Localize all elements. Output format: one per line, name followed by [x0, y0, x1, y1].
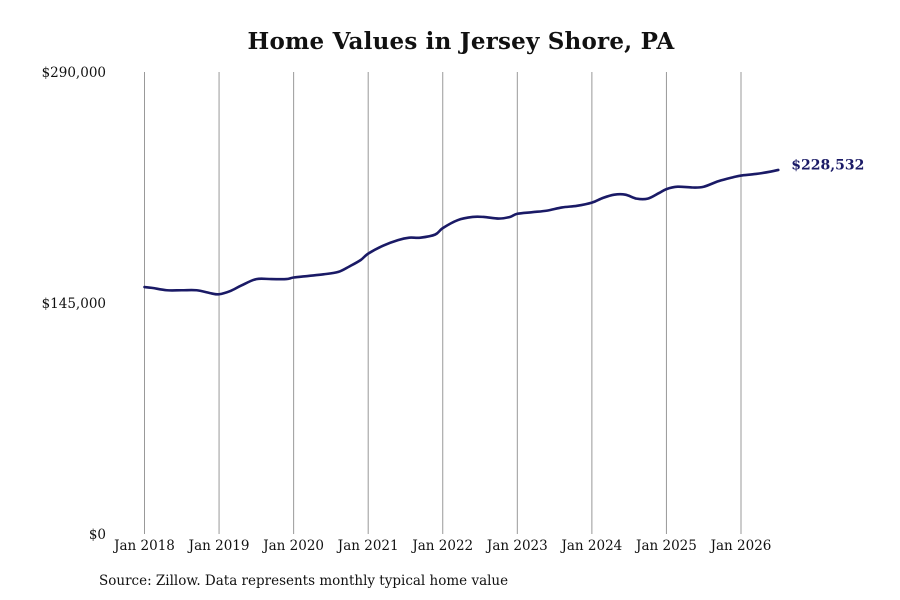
- series-line: [143, 168, 780, 296]
- x-tick-label: Jan 2021: [336, 538, 399, 554]
- x-tick-label: Jan 2022: [410, 538, 473, 554]
- y-tick-label: $0: [89, 527, 106, 543]
- gridlines: [144, 72, 742, 534]
- data-labels: $228,532: [791, 157, 864, 173]
- x-tick-label: Jan 2025: [634, 538, 697, 554]
- x-axis-tick-labels: Jan 2018 Jan 2019 Jan 2020 Jan 2021 Jan 2022…: [112, 538, 771, 554]
- chart-title: Home Values in Jersey Shore, PA: [247, 28, 675, 55]
- end-value-label: $228,532: [791, 157, 864, 173]
- y-tick-label: $290,000: [42, 65, 106, 81]
- series-layer: [143, 168, 780, 296]
- y-axis-tick-labels: $0 $145,000 $290,000: [42, 65, 106, 543]
- x-tick-label: Jan 2019: [187, 538, 250, 554]
- source-note: Source: Zillow. Data represents monthly …: [99, 573, 509, 589]
- x-tick-label: Jan 2026: [709, 538, 772, 554]
- x-tick-label: Jan 2024: [559, 538, 622, 554]
- x-tick-label: Jan 2018: [112, 538, 175, 554]
- x-tick-label: Jan 2023: [485, 538, 548, 554]
- y-tick-label: $145,000: [42, 296, 106, 312]
- x-tick-label: Jan 2020: [261, 538, 324, 554]
